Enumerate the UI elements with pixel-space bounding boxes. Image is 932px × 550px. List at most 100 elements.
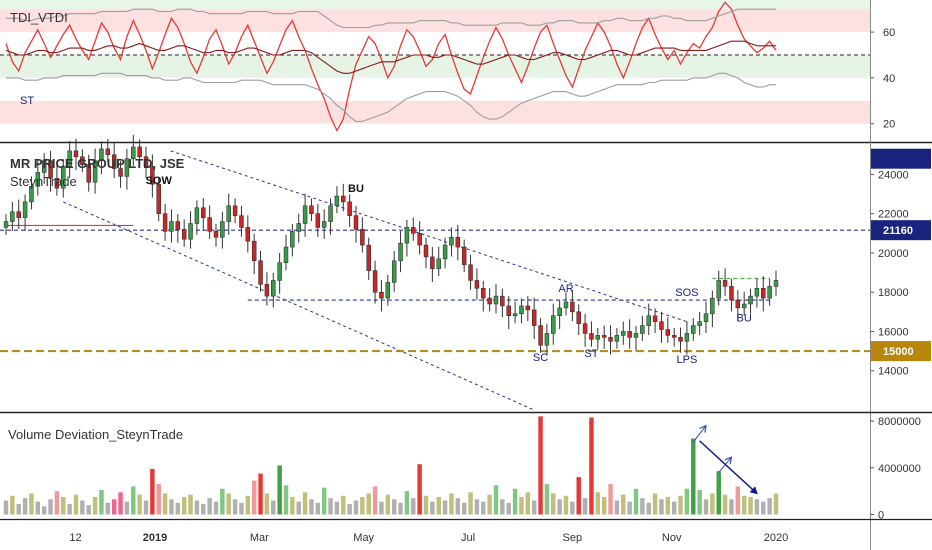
candle-body [360,229,365,246]
annotation-sc: SC [533,352,548,364]
volume-bar [290,496,295,515]
volume-bar [385,494,391,515]
candle-body [754,288,760,297]
candle-body [341,195,346,203]
volume-arrow-2 [699,440,758,495]
volume-bar [468,492,473,515]
candle-body [35,172,41,187]
candle-body [640,325,645,334]
candle-body [417,233,422,246]
tdi-series-line-3 [6,72,776,122]
volume-bar [557,499,562,515]
candle-body [761,288,766,299]
volume-bar [493,485,499,515]
volume-bar [341,495,346,515]
candle-body [697,321,702,326]
price-tag-box [871,220,931,241]
candle-body [366,244,371,271]
volume-bar [41,506,47,515]
volume-bar [48,499,53,515]
volume-bar [735,486,741,515]
candle-body [54,178,60,189]
volume-title: Volume Deviation_SteynTrade [8,427,183,442]
candle-body [773,280,779,287]
volume-bar [773,493,779,515]
volume-bar [3,500,9,515]
candle-body [251,240,257,262]
volume-bar [411,498,416,515]
candle-body [169,221,174,232]
candle-body [729,286,734,301]
price-tag-box [871,148,931,169]
price-subtitle: SteynTrade [10,174,77,189]
annotation-st: ST [584,348,598,360]
volume-ytick-label: 0 [878,509,884,521]
volume-bar [92,496,98,515]
volume-bar [232,499,238,515]
volume-bar [251,480,257,515]
candle-body [525,305,531,311]
volume-bar [296,501,301,515]
candle-body [207,217,212,232]
volume-bar [525,492,531,515]
candle-body [143,156,149,167]
candle-body [461,246,467,265]
candle-body [353,215,359,230]
volume-bar [582,498,588,515]
candle-body [296,223,301,232]
candle-body [213,231,219,238]
candle-body [665,329,671,336]
tdi-series-line-0 [5,1,777,132]
candle-body [767,286,772,299]
candle-body [551,315,556,334]
volume-bar [207,498,212,515]
candle-body [379,291,384,299]
candle-body [735,299,741,309]
time-tick-label: 2019 [143,532,167,544]
volume-bar [563,495,569,515]
candle-body [48,160,53,179]
volume-bar [487,494,492,515]
volume-bar [239,502,244,515]
volume-bar [162,493,168,515]
candle-body [86,164,91,183]
volume-bar [506,502,511,515]
volume-bar [703,499,709,515]
candle-body [226,205,231,222]
candle-body [334,195,340,207]
candle-body [544,333,550,346]
volume-bar [10,495,15,515]
candle-body [137,146,142,157]
tdi-bottom-zone [0,100,870,124]
time-tick-label: May [353,532,374,544]
candle-body [627,331,632,338]
candle-body [500,295,505,307]
volume-bar [391,499,397,515]
volume-bar [697,489,702,515]
volume-bar [633,488,639,515]
candle-body [290,231,295,248]
volume-bar [601,496,607,515]
candle-body [678,337,683,342]
candle-body [328,205,333,222]
candle-body [283,246,289,264]
candle-body [150,166,155,185]
volume-bar [264,493,270,515]
volume-bar [430,501,435,515]
time-tick-label: Sep [563,532,583,544]
volume-bar [531,500,537,515]
candle-body [748,295,753,305]
volume-bar [722,494,728,515]
candle-body [601,335,607,338]
candle-body [493,295,499,305]
annotation-sow: SOW [146,175,173,187]
volume-bar [194,500,200,515]
candle-body [391,260,397,283]
tdi-zone-label: ST [20,95,34,107]
volume-bar [54,491,60,515]
candle-body [321,221,327,228]
candle-body [309,205,314,214]
volume-bar [61,496,66,515]
volume-bar [156,484,161,515]
volume-bar [86,505,91,515]
